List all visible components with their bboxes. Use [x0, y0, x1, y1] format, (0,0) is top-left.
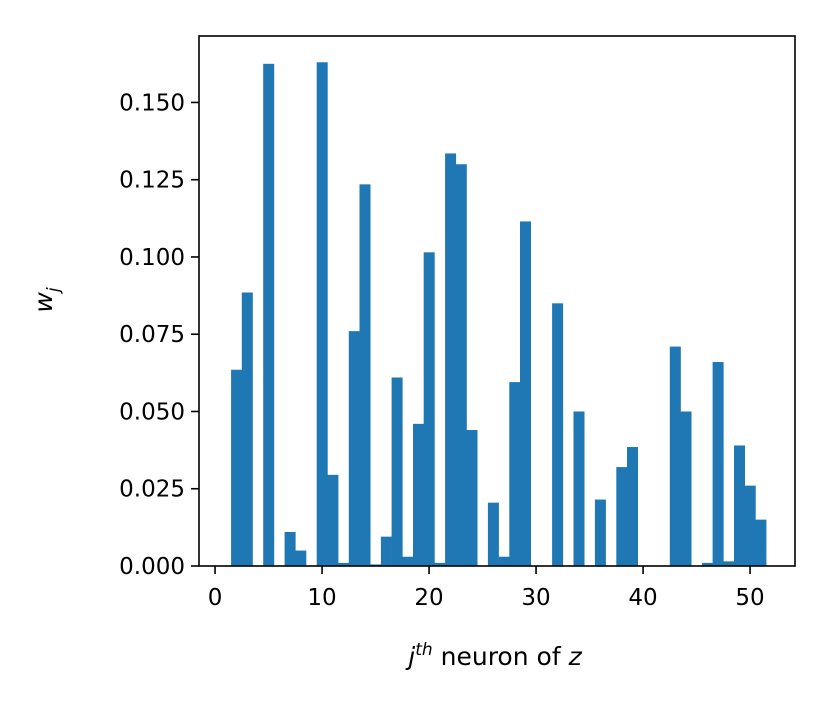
bar-neuron-11: [327, 474, 339, 566]
bar-neuron-46: [701, 562, 713, 566]
bar-neuron-14: [359, 184, 371, 566]
plot-frame: [198, 35, 796, 567]
bar-neuron-26: [487, 502, 499, 566]
bar-neuron-44: [680, 411, 692, 566]
bar-neuron-20: [423, 252, 435, 566]
x-tick-label: 0: [208, 585, 223, 611]
bar-neuron-7: [284, 532, 296, 566]
x-tick-label: 30: [521, 585, 550, 611]
x-tick-label: 40: [628, 585, 657, 611]
bar-neuron-19: [413, 423, 425, 566]
y-tick-label: 0.150: [119, 90, 185, 116]
x-tick-label: 10: [307, 585, 336, 611]
bar-neuron-27: [498, 556, 510, 566]
y-tick-label: 0.125: [119, 168, 185, 194]
y-tick-label: 0.025: [119, 477, 185, 503]
bar-neuron-43: [669, 346, 681, 566]
bar-neuron-50: [744, 485, 756, 566]
x-tick-label: 20: [414, 585, 443, 611]
bar-neuron-10: [316, 62, 328, 567]
bar-neuron-28: [509, 382, 521, 566]
bar-neuron-23: [455, 164, 467, 566]
x-axis-ticks: 0 10 20 30 40 50: [208, 566, 765, 611]
bar-neuron-12: [338, 562, 350, 566]
y-tick-label: 0.075: [119, 322, 185, 348]
bar-neuron-51: [755, 519, 767, 566]
bar-neuron-49: [734, 445, 746, 566]
bar-neuron-8: [295, 550, 307, 566]
bar-neuron-17: [391, 377, 403, 566]
bar-neuron-48: [723, 561, 735, 566]
bar-neuron-5: [263, 63, 275, 566]
y-tick-label: 0.000: [119, 554, 185, 580]
y-axis-label: wj: [29, 287, 64, 312]
bar-neuron-38: [616, 467, 628, 566]
bar-neuron-16: [380, 536, 392, 566]
bar-neuron-3: [241, 292, 253, 566]
bar-neuron-39: [627, 447, 639, 566]
bars-group: [231, 62, 767, 567]
bar-neuron-29: [520, 221, 532, 567]
bar-neuron-21: [434, 562, 446, 566]
bar-neuron-2: [231, 369, 243, 566]
bar-neuron-34: [573, 411, 585, 566]
bar-neuron-18: [402, 556, 414, 566]
bar-neuron-22: [445, 153, 457, 567]
x-axis-label: jth neuron of z: [405, 640, 582, 671]
bar-neuron-13: [348, 331, 360, 566]
y-tick-label: 0.050: [119, 399, 185, 425]
bar-neuron-24: [466, 430, 478, 566]
y-tick-label: 0.100: [119, 245, 185, 271]
bar-neuron-32: [552, 303, 564, 566]
x-tick-label: 50: [735, 585, 764, 611]
y-axis-ticks: 0.000 0.025 0.050 0.075 0.100 0.125 0.150: [119, 90, 199, 580]
bar-neuron-47: [712, 362, 724, 566]
bar-neuron-36: [594, 499, 606, 566]
